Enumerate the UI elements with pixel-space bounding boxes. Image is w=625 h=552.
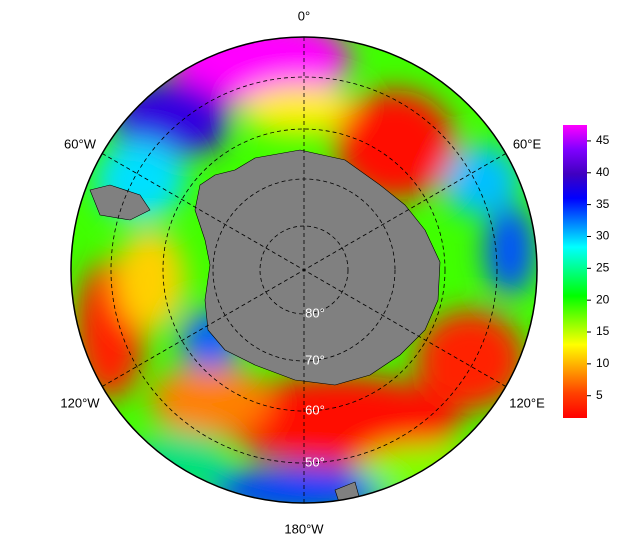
latitude-label: 60° [305,402,325,417]
longitude-label: 120°E [509,395,545,410]
south-america [89,184,151,221]
longitude-label: 60°E [513,136,542,151]
colorbar-tick-label: 10 [596,356,610,370]
longitude-label: 0° [298,8,310,23]
latitude-label: 80° [305,305,325,320]
longitude-label: 120°W [60,395,100,410]
latitude-label: 50° [305,454,325,469]
colorbar-tick-label: 35 [596,197,610,211]
colorbar-tick-label: 15 [596,324,610,338]
colorbar [563,125,587,418]
map-border [70,36,538,504]
graticule [102,37,506,503]
antarctica [194,149,441,386]
latitude-label: 70° [305,352,325,367]
colorbar-tick-label: 40 [596,165,610,179]
latitude-circle [110,76,498,464]
colorbar-tick-label: 30 [596,229,610,243]
longitude-label: 60°W [64,136,97,151]
latitude-circle [259,225,349,315]
colorbar-tick-label: 25 [596,260,610,274]
ocean-field [71,37,537,503]
meridian [102,153,506,387]
colorbar-tick-label: 5 [596,388,603,402]
latitude-circle [162,128,446,412]
colorbar-tick-label: 45 [596,133,610,147]
longitude-label: 180°W [284,521,324,536]
colorbar-tick-label: 20 [596,292,610,306]
